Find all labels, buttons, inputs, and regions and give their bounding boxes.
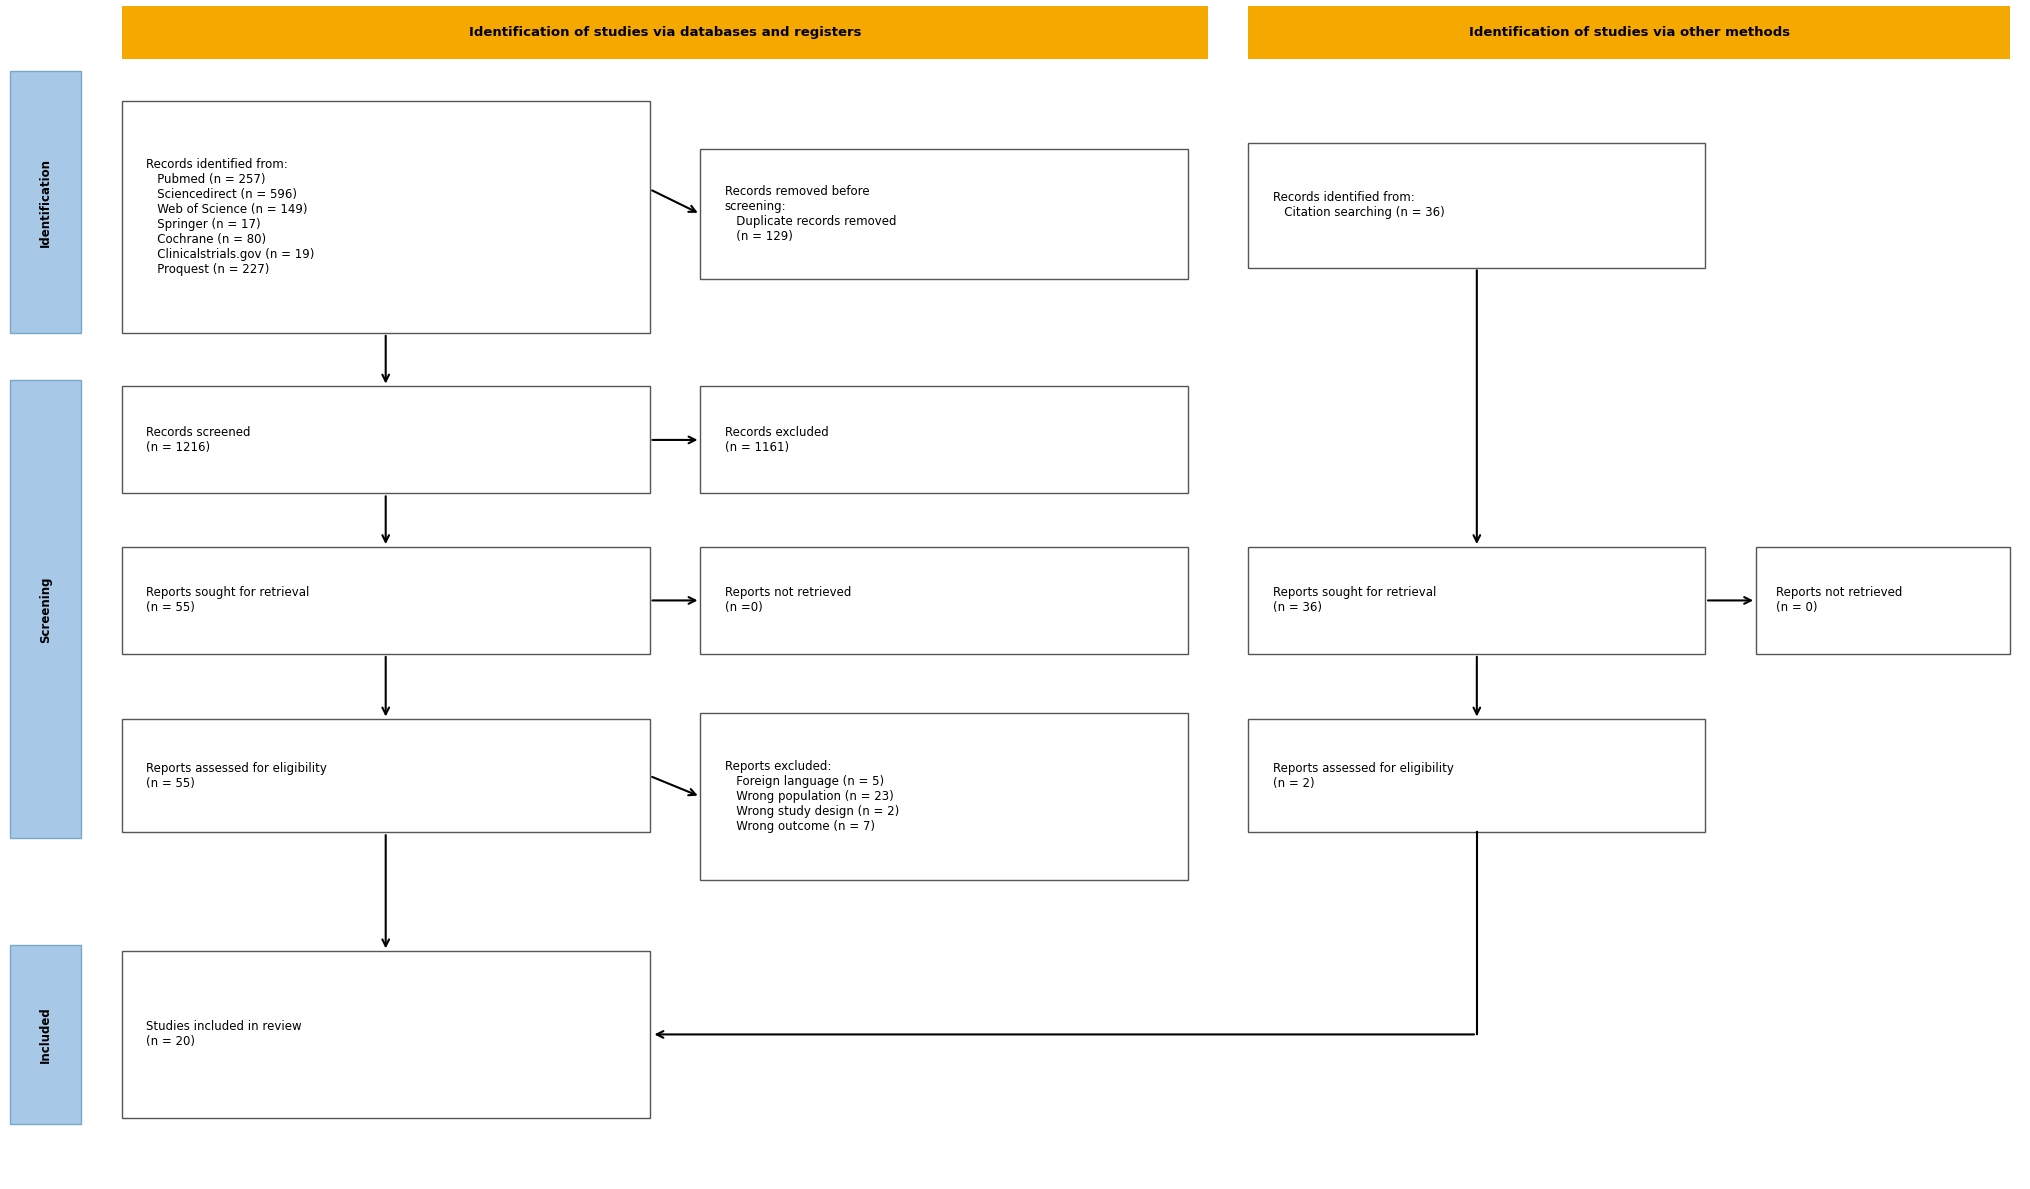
Text: Records excluded
(n = 1161): Records excluded (n = 1161)	[725, 426, 828, 454]
Text: Records identified from:
   Pubmed (n = 257)
   Sciencedirect (n = 596)
   Web o: Records identified from: Pubmed (n = 257…	[146, 158, 315, 276]
Text: Reports sought for retrieval
(n = 55): Reports sought for retrieval (n = 55)	[146, 586, 309, 615]
FancyBboxPatch shape	[122, 101, 650, 333]
Text: Records removed before
screening:
   Duplicate records removed
   (n = 129): Records removed before screening: Duplic…	[725, 185, 895, 243]
Text: Screening: Screening	[39, 577, 53, 642]
Text: Reports assessed for eligibility
(n = 55): Reports assessed for eligibility (n = 55…	[146, 762, 327, 789]
Text: Included: Included	[39, 1006, 53, 1063]
FancyBboxPatch shape	[122, 6, 1208, 59]
FancyBboxPatch shape	[700, 149, 1188, 279]
Text: Reports not retrieved
(n =0): Reports not retrieved (n =0)	[725, 586, 851, 615]
FancyBboxPatch shape	[122, 547, 650, 654]
FancyBboxPatch shape	[700, 386, 1188, 493]
FancyBboxPatch shape	[122, 951, 650, 1118]
Text: Records screened
(n = 1216): Records screened (n = 1216)	[146, 426, 250, 454]
FancyBboxPatch shape	[1248, 143, 1705, 268]
FancyBboxPatch shape	[10, 945, 81, 1124]
Text: Identification: Identification	[39, 158, 53, 246]
FancyBboxPatch shape	[10, 71, 81, 333]
Text: Reports assessed for eligibility
(n = 2): Reports assessed for eligibility (n = 2)	[1273, 762, 1453, 789]
FancyBboxPatch shape	[10, 380, 81, 838]
Text: Records identified from:
   Citation searching (n = 36): Records identified from: Citation search…	[1273, 191, 1445, 219]
Text: Reports excluded:
   Foreign language (n = 5)
   Wrong population (n = 23)
   Wr: Reports excluded: Foreign language (n = …	[725, 760, 899, 833]
Text: Identification of studies via other methods: Identification of studies via other meth…	[1468, 26, 1790, 39]
Text: Identification of studies via databases and registers: Identification of studies via databases …	[469, 26, 861, 39]
Text: Studies included in review
(n = 20): Studies included in review (n = 20)	[146, 1020, 302, 1049]
FancyBboxPatch shape	[1248, 719, 1705, 832]
Text: Reports sought for retrieval
(n = 36): Reports sought for retrieval (n = 36)	[1273, 586, 1435, 615]
FancyBboxPatch shape	[700, 713, 1188, 880]
FancyBboxPatch shape	[1248, 547, 1705, 654]
FancyBboxPatch shape	[122, 386, 650, 493]
Text: Reports not retrieved
(n = 0): Reports not retrieved (n = 0)	[1776, 586, 1902, 615]
FancyBboxPatch shape	[700, 547, 1188, 654]
FancyBboxPatch shape	[122, 719, 650, 832]
FancyBboxPatch shape	[1756, 547, 2010, 654]
FancyBboxPatch shape	[1248, 6, 2010, 59]
